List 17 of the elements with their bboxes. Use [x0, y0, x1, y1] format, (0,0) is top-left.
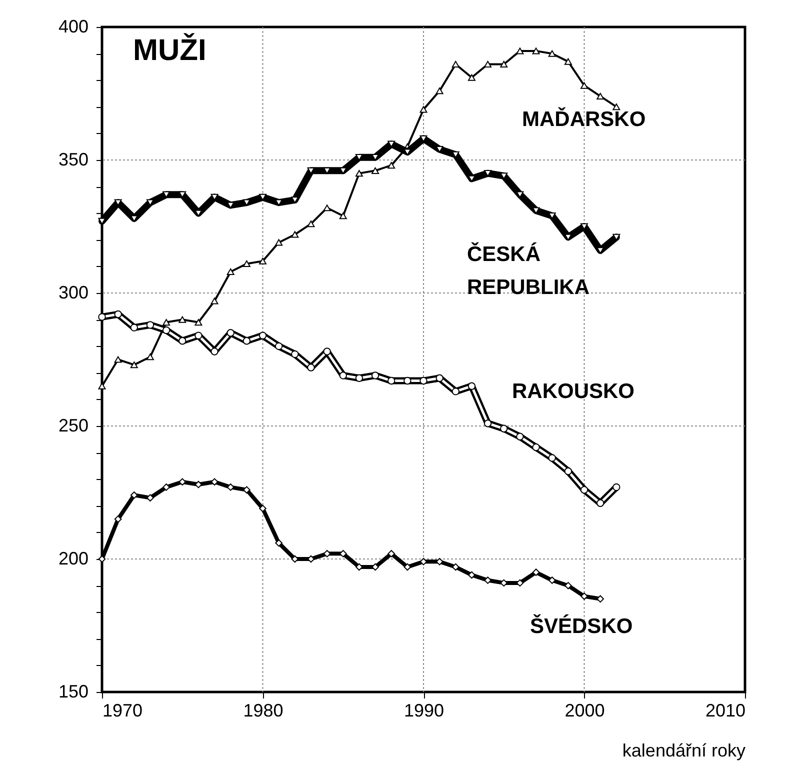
series-label: MAĎARSKO — [522, 107, 646, 131]
series-label: ŠVÉDSKO — [530, 614, 633, 638]
chart-title: MUŽI — [133, 33, 206, 67]
y-tick-label: 350 — [58, 150, 88, 170]
x-tick-label: 1980 — [243, 700, 284, 720]
y-tick-label: 400 — [58, 16, 88, 36]
x-tick-label: 2010 — [705, 700, 746, 720]
y-tick-label: 250 — [58, 416, 88, 436]
y-tick-label: 300 — [58, 282, 88, 302]
series-label: RAKOUSKO — [512, 380, 635, 403]
y-tick-label: 150 — [58, 682, 88, 702]
y-tick-label: 200 — [58, 548, 88, 568]
series-label: ČESKÁ REPUBLIKA — [467, 242, 590, 299]
x-tick-label: 1990 — [404, 700, 444, 720]
x-axis-title: kalendářní roky — [622, 740, 746, 760]
x-tick-label: 1970 — [102, 700, 143, 720]
x-tick-label: 2000 — [564, 700, 605, 720]
